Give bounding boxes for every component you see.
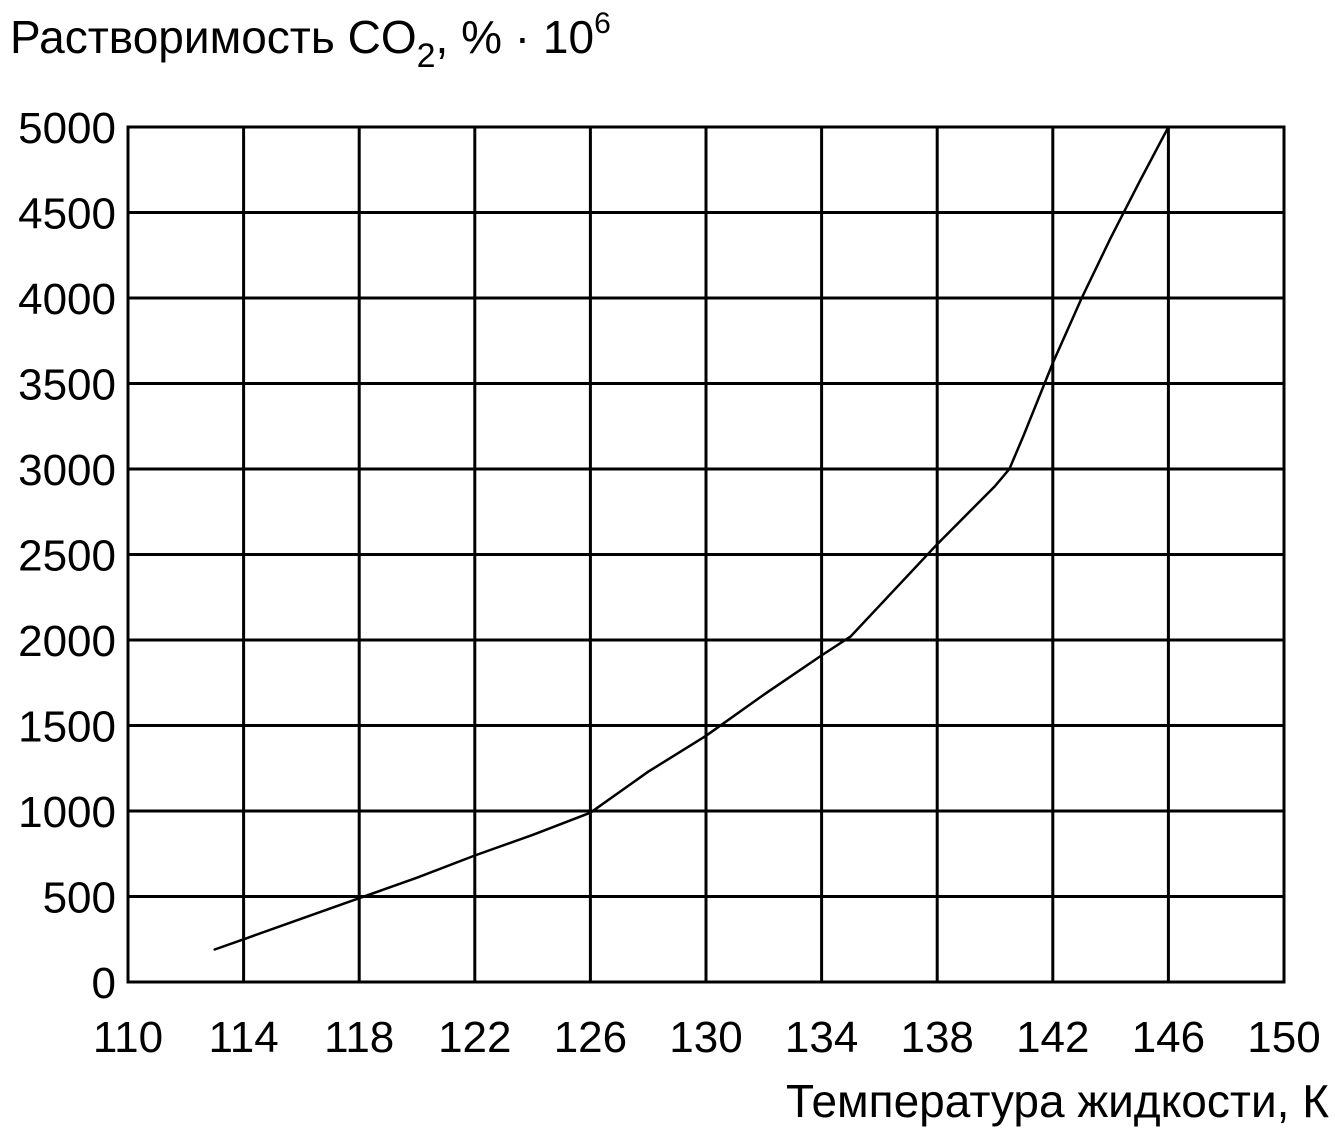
x-tick-label-138: 138 bbox=[900, 1013, 973, 1062]
y-tick-label-1000: 1000 bbox=[18, 788, 116, 837]
y-tick-label-500: 500 bbox=[43, 874, 116, 923]
x-axis-title: Температура жидкости, К bbox=[785, 1075, 1329, 1127]
x-tick-label-142: 142 bbox=[1016, 1013, 1089, 1062]
y-tick-label-1500: 1500 bbox=[18, 703, 116, 752]
y-tick-label-0: 0 bbox=[92, 959, 116, 1008]
x-tick-label-110: 110 bbox=[93, 1013, 163, 1062]
y-tick-label-3500: 3500 bbox=[18, 361, 116, 410]
series-layer bbox=[213, 125, 1170, 951]
y-tick-label-3000: 3000 bbox=[18, 446, 116, 495]
x-tick-label-150: 150 bbox=[1247, 1013, 1320, 1062]
x-tick-label-130: 130 bbox=[669, 1013, 742, 1062]
plot-frame bbox=[126, 125, 1286, 984]
y-tick-label-4000: 4000 bbox=[18, 275, 116, 324]
y-axis-title-main: Растворимость CO bbox=[10, 11, 417, 63]
y-axis-title-exponent: 6 bbox=[594, 7, 611, 40]
y-tick-label-4500: 4500 bbox=[18, 190, 116, 239]
x-tick-label-126: 126 bbox=[554, 1013, 627, 1062]
x-tick-label-134: 134 bbox=[785, 1013, 858, 1062]
grid-layer bbox=[126, 125, 1286, 984]
tick-labels: 110 114 118 122 126 130 134 138 142 146 1500500100… bbox=[18, 104, 1321, 1062]
x-tick-label-122: 122 bbox=[438, 1013, 511, 1062]
x-tick-label-146: 146 bbox=[1132, 1013, 1205, 1062]
x-tick-label-114: 114 bbox=[209, 1013, 279, 1062]
y-tick-label-5000: 5000 bbox=[18, 104, 116, 153]
x-tick-label-118: 118 bbox=[324, 1013, 394, 1062]
y-tick-label-2500: 2500 bbox=[18, 532, 116, 581]
y-axis-title-unit: , % · 10 bbox=[435, 11, 595, 63]
series-line-0 bbox=[213, 125, 1170, 951]
y-tick-label-2000: 2000 bbox=[18, 617, 116, 666]
y-axis-title: Растворимость CO2, % · 106 bbox=[10, 9, 611, 74]
y-axis-title-subscript: 2 bbox=[416, 37, 436, 75]
